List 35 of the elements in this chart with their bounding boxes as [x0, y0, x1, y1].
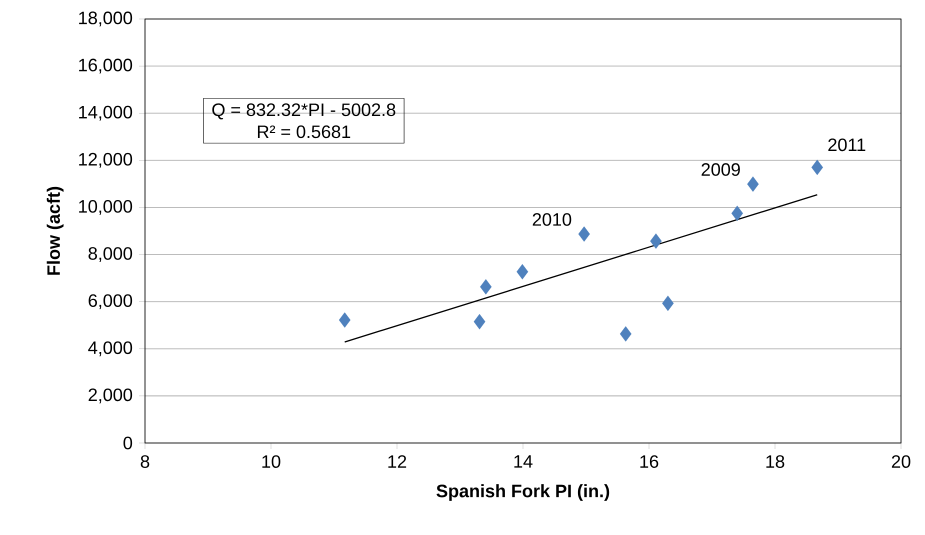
point [516, 264, 528, 280]
point [474, 314, 486, 330]
annotation: 2009 [702, 163, 740, 176]
annotation: 2011 [828, 138, 866, 152]
y-tick-label: 10,000 [79, 200, 132, 215]
y-tick-label: 6,000 [88, 294, 132, 310]
y-tick-label: 0 [123, 436, 132, 450]
annotation: 2010 [532, 213, 572, 226]
x-tick-label: 12 [388, 455, 406, 468]
y-tick-label: 16,000 [79, 58, 132, 74]
y-tick-label: 18,000 [79, 12, 132, 26]
y-axis-title: Flow (acft) [46, 186, 64, 275]
y-tick-label: 8,000 [88, 247, 132, 262]
point [578, 226, 590, 242]
x-tick-label: 10 [262, 455, 280, 468]
point [811, 160, 824, 176]
point [338, 312, 351, 328]
x-axis-title: Spanish Fork PI (in.) [436, 484, 610, 501]
y-tick-label: 14,000 [79, 106, 132, 121]
x-tick-label: 8 [140, 455, 150, 468]
point [480, 279, 492, 295]
x-tick-label: 20 [892, 455, 910, 468]
y-tick-label: 2,000 [88, 388, 132, 404]
point [731, 206, 744, 222]
point [620, 326, 632, 342]
x-tick-label: 18 [766, 455, 784, 468]
annotation: Q = 832.32*PI - 5002.8 [212, 103, 396, 120]
point [747, 176, 759, 192]
x-tick-label: 16 [640, 455, 658, 468]
y-tick-label: 4,000 [88, 341, 132, 356]
point [662, 296, 674, 312]
x-tick-label: 14 [514, 455, 532, 468]
point [650, 233, 662, 249]
annotation: R² = 0.5681 [258, 125, 350, 138]
y-tick-label: 12,000 [79, 152, 132, 168]
